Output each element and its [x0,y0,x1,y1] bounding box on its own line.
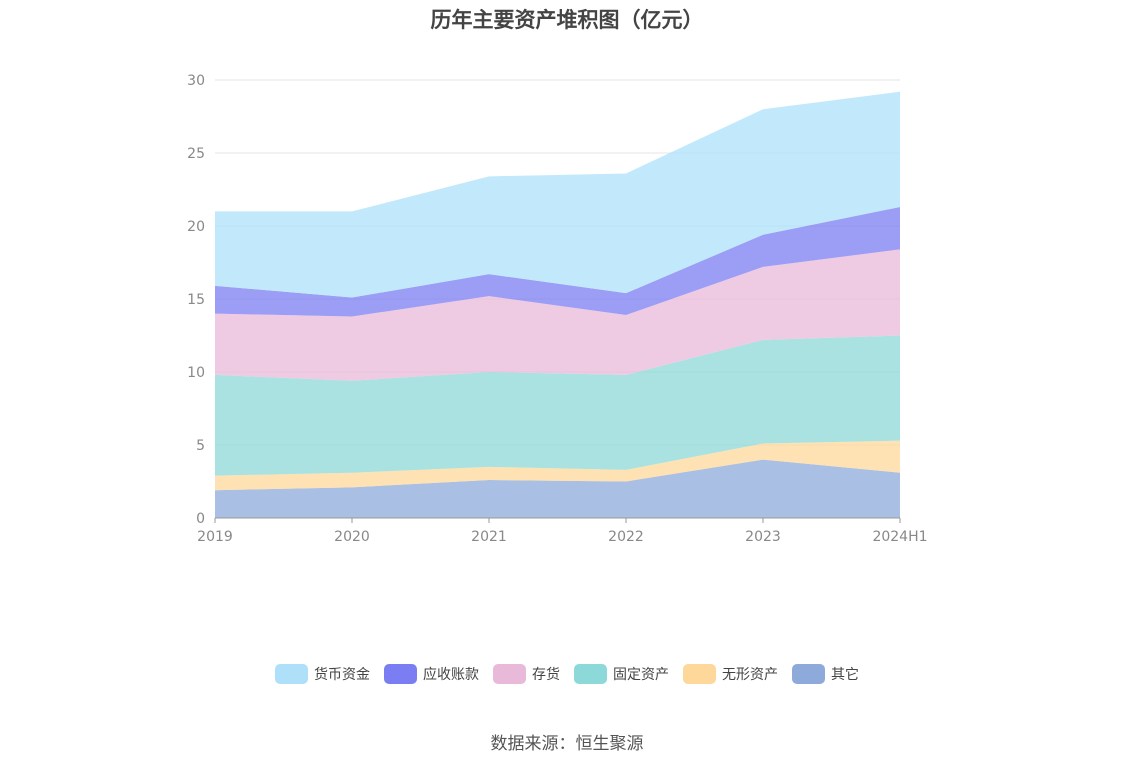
x-tick-label: 2022 [608,529,644,545]
legend-label: 其它 [831,667,859,683]
y-tick-label: 15 [187,292,205,308]
stacked-area-chart: 0 5 10 15 20 25 30 2019 2020 2021 2022 2023 2024H1 [187,73,927,545]
legend-item[interactable]: 无形资产 [683,664,778,684]
area-series-固定资产 [215,335,900,476]
legend-label: 货币资金 [314,667,370,683]
legend-swatch [683,664,716,684]
legend-swatch [574,664,607,684]
legend-swatch [792,664,825,684]
y-tick-label: 30 [187,73,205,89]
area-series-无形资产 [215,440,900,491]
legend-label: 应收账款 [423,667,479,683]
x-tick-label: 2021 [471,529,507,545]
legend-label: 无形资产 [722,667,778,683]
area-series-货币资金 [215,91,900,298]
y-tick-label: 0 [196,511,205,527]
chart-title: 历年主要资产堆积图（亿元） [430,8,704,32]
legend-swatch [493,664,526,684]
x-tick-label: 2024H1 [872,529,927,545]
legend-item[interactable]: 存货 [493,664,560,684]
x-tick-label: 2020 [334,529,370,545]
data-source: 数据来源：恒生聚源 [490,734,644,754]
legend-item[interactable]: 货币资金 [275,664,370,684]
area-series-存货 [215,249,900,381]
legend-label: 固定资产 [613,667,669,683]
area-series-应收账款 [215,207,900,317]
chart-legend: 货币资金 应收账款 存货 固定资产 无形资产 其它 [0,664,1134,684]
legend-swatch [384,664,417,684]
y-tick-label: 20 [187,219,205,235]
y-tick-label: 5 [196,438,205,454]
y-tick-label: 25 [187,146,205,162]
legend-item[interactable]: 其它 [792,664,859,684]
legend-item[interactable]: 固定资产 [574,664,669,684]
legend-item[interactable]: 应收账款 [384,664,479,684]
legend-swatch [275,664,308,684]
area-series-其它 [215,459,900,518]
legend-label: 存货 [532,667,560,683]
x-tick-label: 2019 [197,529,233,545]
x-tick-label: 2023 [745,529,781,545]
y-tick-label: 10 [187,365,205,381]
